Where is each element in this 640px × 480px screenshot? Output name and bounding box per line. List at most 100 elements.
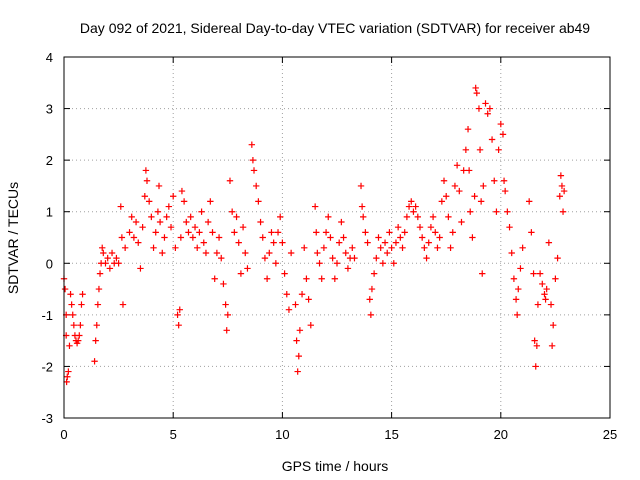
data-point	[429, 213, 437, 221]
data-point	[373, 254, 380, 262]
data-point	[515, 285, 522, 293]
data-point	[464, 126, 472, 133]
data-point	[91, 358, 98, 365]
data-point	[202, 249, 210, 257]
data-point	[132, 218, 140, 226]
data-point	[69, 311, 76, 319]
data-point	[495, 146, 502, 154]
data-point	[165, 203, 173, 210]
data-point	[477, 198, 485, 205]
y-tick-label: 1	[46, 205, 53, 220]
data-point	[187, 213, 194, 221]
data-point	[541, 291, 548, 298]
data-point	[74, 337, 82, 344]
plot-frame	[63, 56, 611, 419]
data-point	[556, 193, 563, 200]
data-point	[528, 229, 535, 236]
data-point	[115, 260, 122, 267]
y-tick-label: -1	[41, 308, 53, 323]
data-point	[473, 89, 480, 97]
data-point	[493, 208, 500, 215]
data-point	[155, 182, 163, 190]
data-point	[377, 244, 384, 252]
data-point	[386, 229, 393, 236]
data-point	[223, 327, 230, 334]
data-point	[547, 301, 555, 308]
data-point	[285, 306, 293, 313]
data-point	[249, 156, 257, 164]
data-point	[451, 182, 459, 190]
data-point	[172, 244, 179, 252]
data-point	[277, 213, 284, 221]
y-tick-label: 2	[46, 153, 53, 168]
data-point	[145, 198, 153, 205]
data-point	[342, 249, 349, 257]
data-point	[95, 285, 103, 293]
data-point	[366, 296, 373, 303]
data-point	[305, 296, 312, 303]
data-point	[287, 249, 295, 257]
data-point	[270, 239, 277, 246]
data-point	[449, 229, 456, 236]
data-point	[471, 193, 478, 200]
data-point	[268, 229, 275, 236]
data-point	[156, 218, 164, 226]
data-point	[410, 208, 417, 215]
data-point	[130, 234, 138, 241]
data-point	[139, 223, 146, 231]
y-tick-label: 3	[46, 102, 53, 117]
data-point	[558, 182, 566, 190]
data-point	[68, 301, 75, 308]
data-point	[539, 280, 546, 288]
data-point	[106, 265, 114, 272]
data-point	[174, 311, 181, 319]
data-point	[458, 218, 465, 226]
data-point	[313, 229, 320, 236]
data-point	[301, 244, 308, 252]
data-point	[423, 254, 430, 262]
data-point	[329, 254, 336, 262]
data-point	[143, 177, 151, 184]
data-point	[479, 270, 486, 277]
data-point	[167, 223, 175, 231]
data-point	[486, 105, 494, 112]
data-point	[394, 223, 402, 231]
data-point	[207, 198, 214, 205]
data-point	[414, 213, 422, 221]
data-point	[443, 193, 450, 200]
data-point	[427, 223, 435, 231]
data-point	[183, 218, 190, 226]
data-point	[550, 321, 557, 329]
data-point	[501, 187, 509, 195]
data-point	[121, 244, 129, 252]
data-point	[533, 342, 541, 349]
data-point	[462, 146, 470, 154]
data-point	[552, 275, 559, 282]
data-point	[335, 239, 343, 246]
data-point	[220, 280, 227, 288]
data-point	[467, 208, 474, 215]
data-point	[532, 363, 539, 370]
data-point	[222, 301, 229, 308]
data-point	[176, 306, 183, 313]
x-axis-label: GPS time / hours	[282, 458, 389, 474]
data-point	[390, 260, 397, 267]
data-point	[180, 198, 188, 205]
y-tick-label: 0	[46, 256, 53, 271]
data-point	[465, 167, 473, 174]
data-point	[440, 177, 448, 184]
data-point	[432, 229, 439, 236]
data-point	[512, 296, 520, 303]
data-point	[506, 223, 513, 231]
data-point	[175, 321, 182, 329]
data-point	[126, 229, 133, 236]
data-point	[401, 229, 408, 236]
data-point	[362, 229, 369, 236]
data-point	[559, 208, 567, 215]
data-point	[314, 249, 321, 257]
x-tick-label: 15	[384, 427, 398, 442]
data-point	[198, 208, 205, 215]
data-point	[303, 275, 310, 282]
data-point	[294, 368, 301, 375]
data-point	[104, 254, 111, 262]
